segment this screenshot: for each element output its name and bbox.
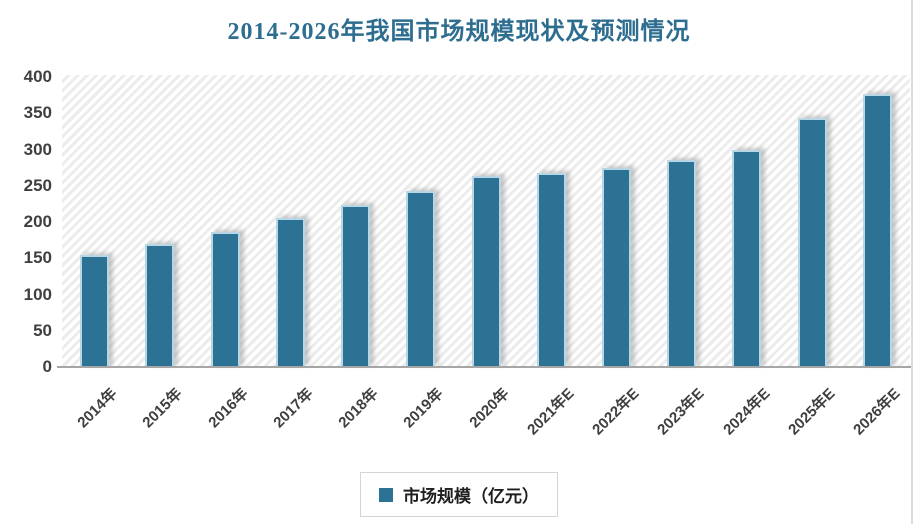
y-tick-label: 350 — [23, 103, 52, 123]
bar-2023年E — [667, 159, 697, 367]
x-tick-label: 2015年 — [139, 385, 187, 432]
bar-2020年 — [471, 176, 501, 367]
bar-2014年 — [80, 255, 110, 367]
x-axis: 2014年 2015年 2016年 2017年 2018年 2019年 2020年 2021年… — [62, 369, 910, 479]
bar-2015年 — [145, 243, 175, 367]
chart-title: 2014-2026年我国市场规模现状及预测情况 — [227, 19, 691, 45]
bar-2025年E — [797, 117, 827, 367]
x-tick-label: 2025年E — [785, 385, 839, 439]
x-tick-label: 2024年E — [719, 385, 774, 439]
y-tick-label: 150 — [23, 248, 52, 268]
y-tick-label: 100 — [23, 284, 52, 304]
bar-2016年 — [210, 232, 240, 367]
plot-area — [62, 75, 910, 367]
y-tick-label: 400 — [23, 67, 52, 86]
x-tick-label: 2022年E — [589, 385, 643, 439]
x-tick-label: 2023年E — [654, 385, 708, 439]
legend: 市场规模（亿元） — [360, 472, 558, 517]
right-edge-line — [911, 0, 913, 524]
bar-2024年E — [732, 149, 762, 367]
bar-2022年E — [601, 167, 631, 367]
y-tick-label: 200 — [23, 212, 52, 231]
bar-2017年 — [275, 218, 305, 367]
x-axis-line — [57, 366, 912, 368]
y-tick-label: 50 — [33, 320, 52, 340]
x-tick-label: 2017年 — [270, 385, 317, 432]
bar-2021年E — [536, 172, 566, 367]
bar-2018年 — [341, 204, 371, 367]
x-tick-label: 2016年 — [204, 385, 252, 432]
x-tick-label: 2020年 — [465, 385, 513, 432]
y-axis: 0 50 100 150 200 250 300 350 400 — [0, 67, 52, 376]
x-tick-label: 2021年E — [524, 385, 578, 439]
bar-2026年E — [862, 94, 892, 367]
legend-marker-icon — [379, 487, 393, 502]
x-tick-label: 2019年 — [400, 385, 447, 432]
bar-2019年 — [406, 190, 436, 367]
x-tick-label: 2014年 — [74, 385, 121, 432]
x-tick-label: 2018年 — [335, 385, 382, 432]
x-tick-label: 2026年E — [850, 385, 904, 439]
legend-label: 市场规模（亿元） — [403, 487, 539, 506]
y-tick-label: 300 — [23, 139, 52, 159]
y-tick-label: 0 — [42, 357, 52, 376]
y-tick-label: 250 — [23, 175, 52, 195]
